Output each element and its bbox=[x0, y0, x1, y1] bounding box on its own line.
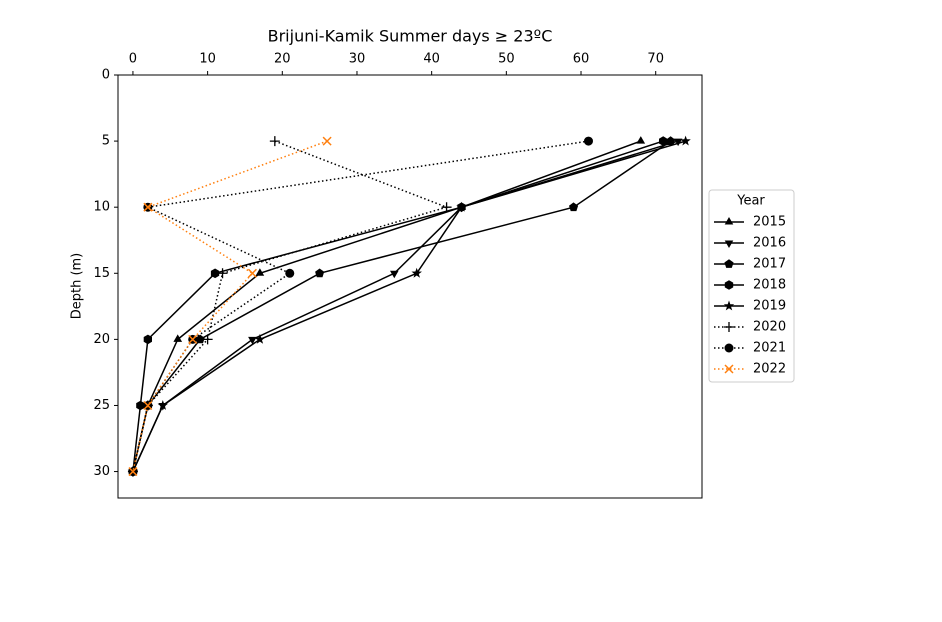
legend-marker bbox=[723, 300, 735, 311]
marker bbox=[456, 201, 467, 212]
marker bbox=[248, 336, 257, 345]
marker bbox=[136, 400, 145, 411]
legend-label: 2019 bbox=[753, 299, 786, 314]
legend-marker bbox=[724, 240, 734, 248]
y-tick-label: 5 bbox=[102, 134, 110, 149]
marker bbox=[569, 202, 579, 212]
marker bbox=[441, 202, 452, 213]
x-tick-label: 0 bbox=[129, 52, 137, 67]
marker bbox=[143, 400, 153, 410]
series-line bbox=[132, 140, 642, 472]
series-line bbox=[132, 140, 664, 472]
marker bbox=[315, 268, 325, 278]
legend-label: 2015 bbox=[753, 215, 786, 230]
y-tick-label: 0 bbox=[102, 68, 110, 83]
legend-label: 2016 bbox=[753, 236, 786, 251]
series-line bbox=[132, 140, 328, 472]
legend-marker bbox=[724, 259, 734, 268]
marker bbox=[322, 136, 332, 146]
x-tick-label: 50 bbox=[498, 52, 515, 67]
marker bbox=[583, 136, 593, 146]
marker bbox=[157, 400, 168, 410]
marker bbox=[143, 202, 153, 212]
marker bbox=[269, 136, 280, 147]
marker bbox=[411, 267, 422, 278]
marker bbox=[666, 136, 676, 145]
y-tick-label: 15 bbox=[93, 266, 110, 281]
legend-label: 2021 bbox=[753, 341, 786, 356]
legend-label: 2020 bbox=[753, 320, 786, 335]
legend-marker bbox=[724, 343, 734, 353]
x-tick-label: 10 bbox=[199, 52, 216, 67]
legend-marker bbox=[724, 364, 734, 374]
marker bbox=[255, 268, 265, 276]
y-tick-label: 20 bbox=[93, 332, 110, 347]
legend-title: Year bbox=[736, 194, 765, 209]
legend-label: 2017 bbox=[753, 257, 786, 272]
marker bbox=[636, 136, 646, 144]
legend-box bbox=[708, 189, 795, 383]
y-axis-label: Depth (m) bbox=[70, 253, 85, 320]
series-line bbox=[132, 140, 686, 472]
series-line bbox=[132, 140, 589, 472]
marker bbox=[210, 268, 220, 279]
marker bbox=[195, 334, 205, 344]
marker bbox=[673, 138, 683, 147]
marker bbox=[285, 268, 295, 278]
series-line bbox=[132, 140, 449, 472]
legend-marker bbox=[724, 280, 734, 290]
marker bbox=[188, 334, 198, 344]
chart-title: Brijuni-Kamik Summer days ≥ 23ºC bbox=[268, 27, 553, 46]
y-tick-label: 30 bbox=[93, 464, 110, 479]
marker bbox=[202, 334, 213, 345]
plot-frame bbox=[117, 74, 703, 499]
marker bbox=[390, 270, 399, 279]
y-tick-label: 25 bbox=[93, 398, 110, 413]
x-tick-label: 20 bbox=[274, 52, 291, 67]
marker bbox=[173, 334, 183, 342]
marker bbox=[247, 268, 257, 278]
marker bbox=[128, 467, 138, 477]
x-tick-label: 30 bbox=[349, 52, 366, 67]
marker bbox=[217, 268, 228, 279]
series-line bbox=[132, 140, 679, 472]
marker bbox=[680, 135, 691, 146]
marker bbox=[659, 136, 668, 146]
x-tick-label: 40 bbox=[423, 52, 440, 67]
legend-label: 2022 bbox=[753, 362, 786, 377]
series-line bbox=[132, 140, 672, 472]
marker bbox=[254, 333, 266, 344]
legend-marker bbox=[724, 217, 734, 225]
x-tick-label: 70 bbox=[647, 52, 664, 67]
x-tick-label: 60 bbox=[573, 52, 590, 67]
marker bbox=[143, 334, 152, 345]
legend-marker bbox=[724, 322, 734, 332]
legend-label: 2018 bbox=[753, 278, 786, 293]
y-tick-label: 10 bbox=[93, 200, 110, 215]
